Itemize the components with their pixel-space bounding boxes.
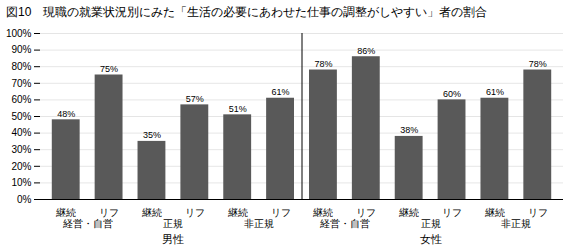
svg-text:継続: 継続 bbox=[312, 207, 333, 218]
svg-text:100%: 100% bbox=[6, 28, 32, 39]
svg-text:38%: 38% bbox=[400, 125, 418, 135]
svg-text:リフ: リフ bbox=[442, 207, 462, 218]
svg-text:48%: 48% bbox=[57, 109, 75, 119]
svg-text:30%: 30% bbox=[11, 144, 31, 155]
svg-text:正規: 正規 bbox=[421, 218, 441, 229]
svg-text:60%: 60% bbox=[11, 94, 31, 105]
svg-text:90%: 90% bbox=[11, 44, 31, 55]
svg-text:リフ: リフ bbox=[528, 207, 548, 218]
svg-text:継続: 継続 bbox=[141, 207, 162, 218]
svg-text:女性: 女性 bbox=[420, 233, 442, 245]
svg-text:リフ: リフ bbox=[99, 207, 119, 218]
svg-text:70%: 70% bbox=[11, 78, 31, 89]
svg-text:継続: 継続 bbox=[55, 207, 76, 218]
svg-text:78%: 78% bbox=[314, 59, 332, 69]
svg-text:40%: 40% bbox=[11, 127, 31, 138]
svg-text:51%: 51% bbox=[229, 104, 247, 114]
svg-text:継続: 継続 bbox=[398, 207, 419, 218]
html-text:図10 現職の就業状況別にみた「生活の必要にあわせた仕事の調: 図10 現職の就業状況別にみた「生活の必要にあわせた仕事の調整がしやすい」者の割… bbox=[6, 5, 488, 19]
svg-text:61%: 61% bbox=[272, 87, 290, 97]
svg-text:継続: 継続 bbox=[227, 207, 248, 218]
svg-text:経営・自営: 経営・自営 bbox=[62, 218, 113, 229]
svg-text:0%: 0% bbox=[17, 194, 32, 205]
svg-text:20%: 20% bbox=[11, 161, 31, 172]
svg-text:経営・自営: 経営・自営 bbox=[319, 218, 370, 229]
svg-text:リフ: リフ bbox=[356, 207, 376, 218]
svg-text:57%: 57% bbox=[186, 94, 204, 104]
svg-text:10%: 10% bbox=[11, 177, 31, 188]
svg-text:男性: 男性 bbox=[162, 233, 184, 245]
svg-text:80%: 80% bbox=[11, 61, 31, 72]
svg-text:継続: 継続 bbox=[484, 207, 505, 218]
svg-text:正規: 正規 bbox=[163, 218, 183, 229]
svg-text:リフ: リフ bbox=[271, 207, 291, 218]
svg-text:78%: 78% bbox=[529, 59, 547, 69]
svg-text:50%: 50% bbox=[11, 111, 31, 122]
svg-text:非正規: 非正規 bbox=[501, 218, 531, 229]
svg-text:リフ: リフ bbox=[185, 207, 205, 218]
svg-text:35%: 35% bbox=[143, 130, 161, 140]
svg-text:86%: 86% bbox=[357, 46, 375, 56]
svg-text:75%: 75% bbox=[100, 64, 118, 74]
svg-text:非正規: 非正規 bbox=[244, 218, 274, 229]
svg-text:60%: 60% bbox=[443, 89, 461, 99]
svg-text:61%: 61% bbox=[486, 87, 504, 97]
